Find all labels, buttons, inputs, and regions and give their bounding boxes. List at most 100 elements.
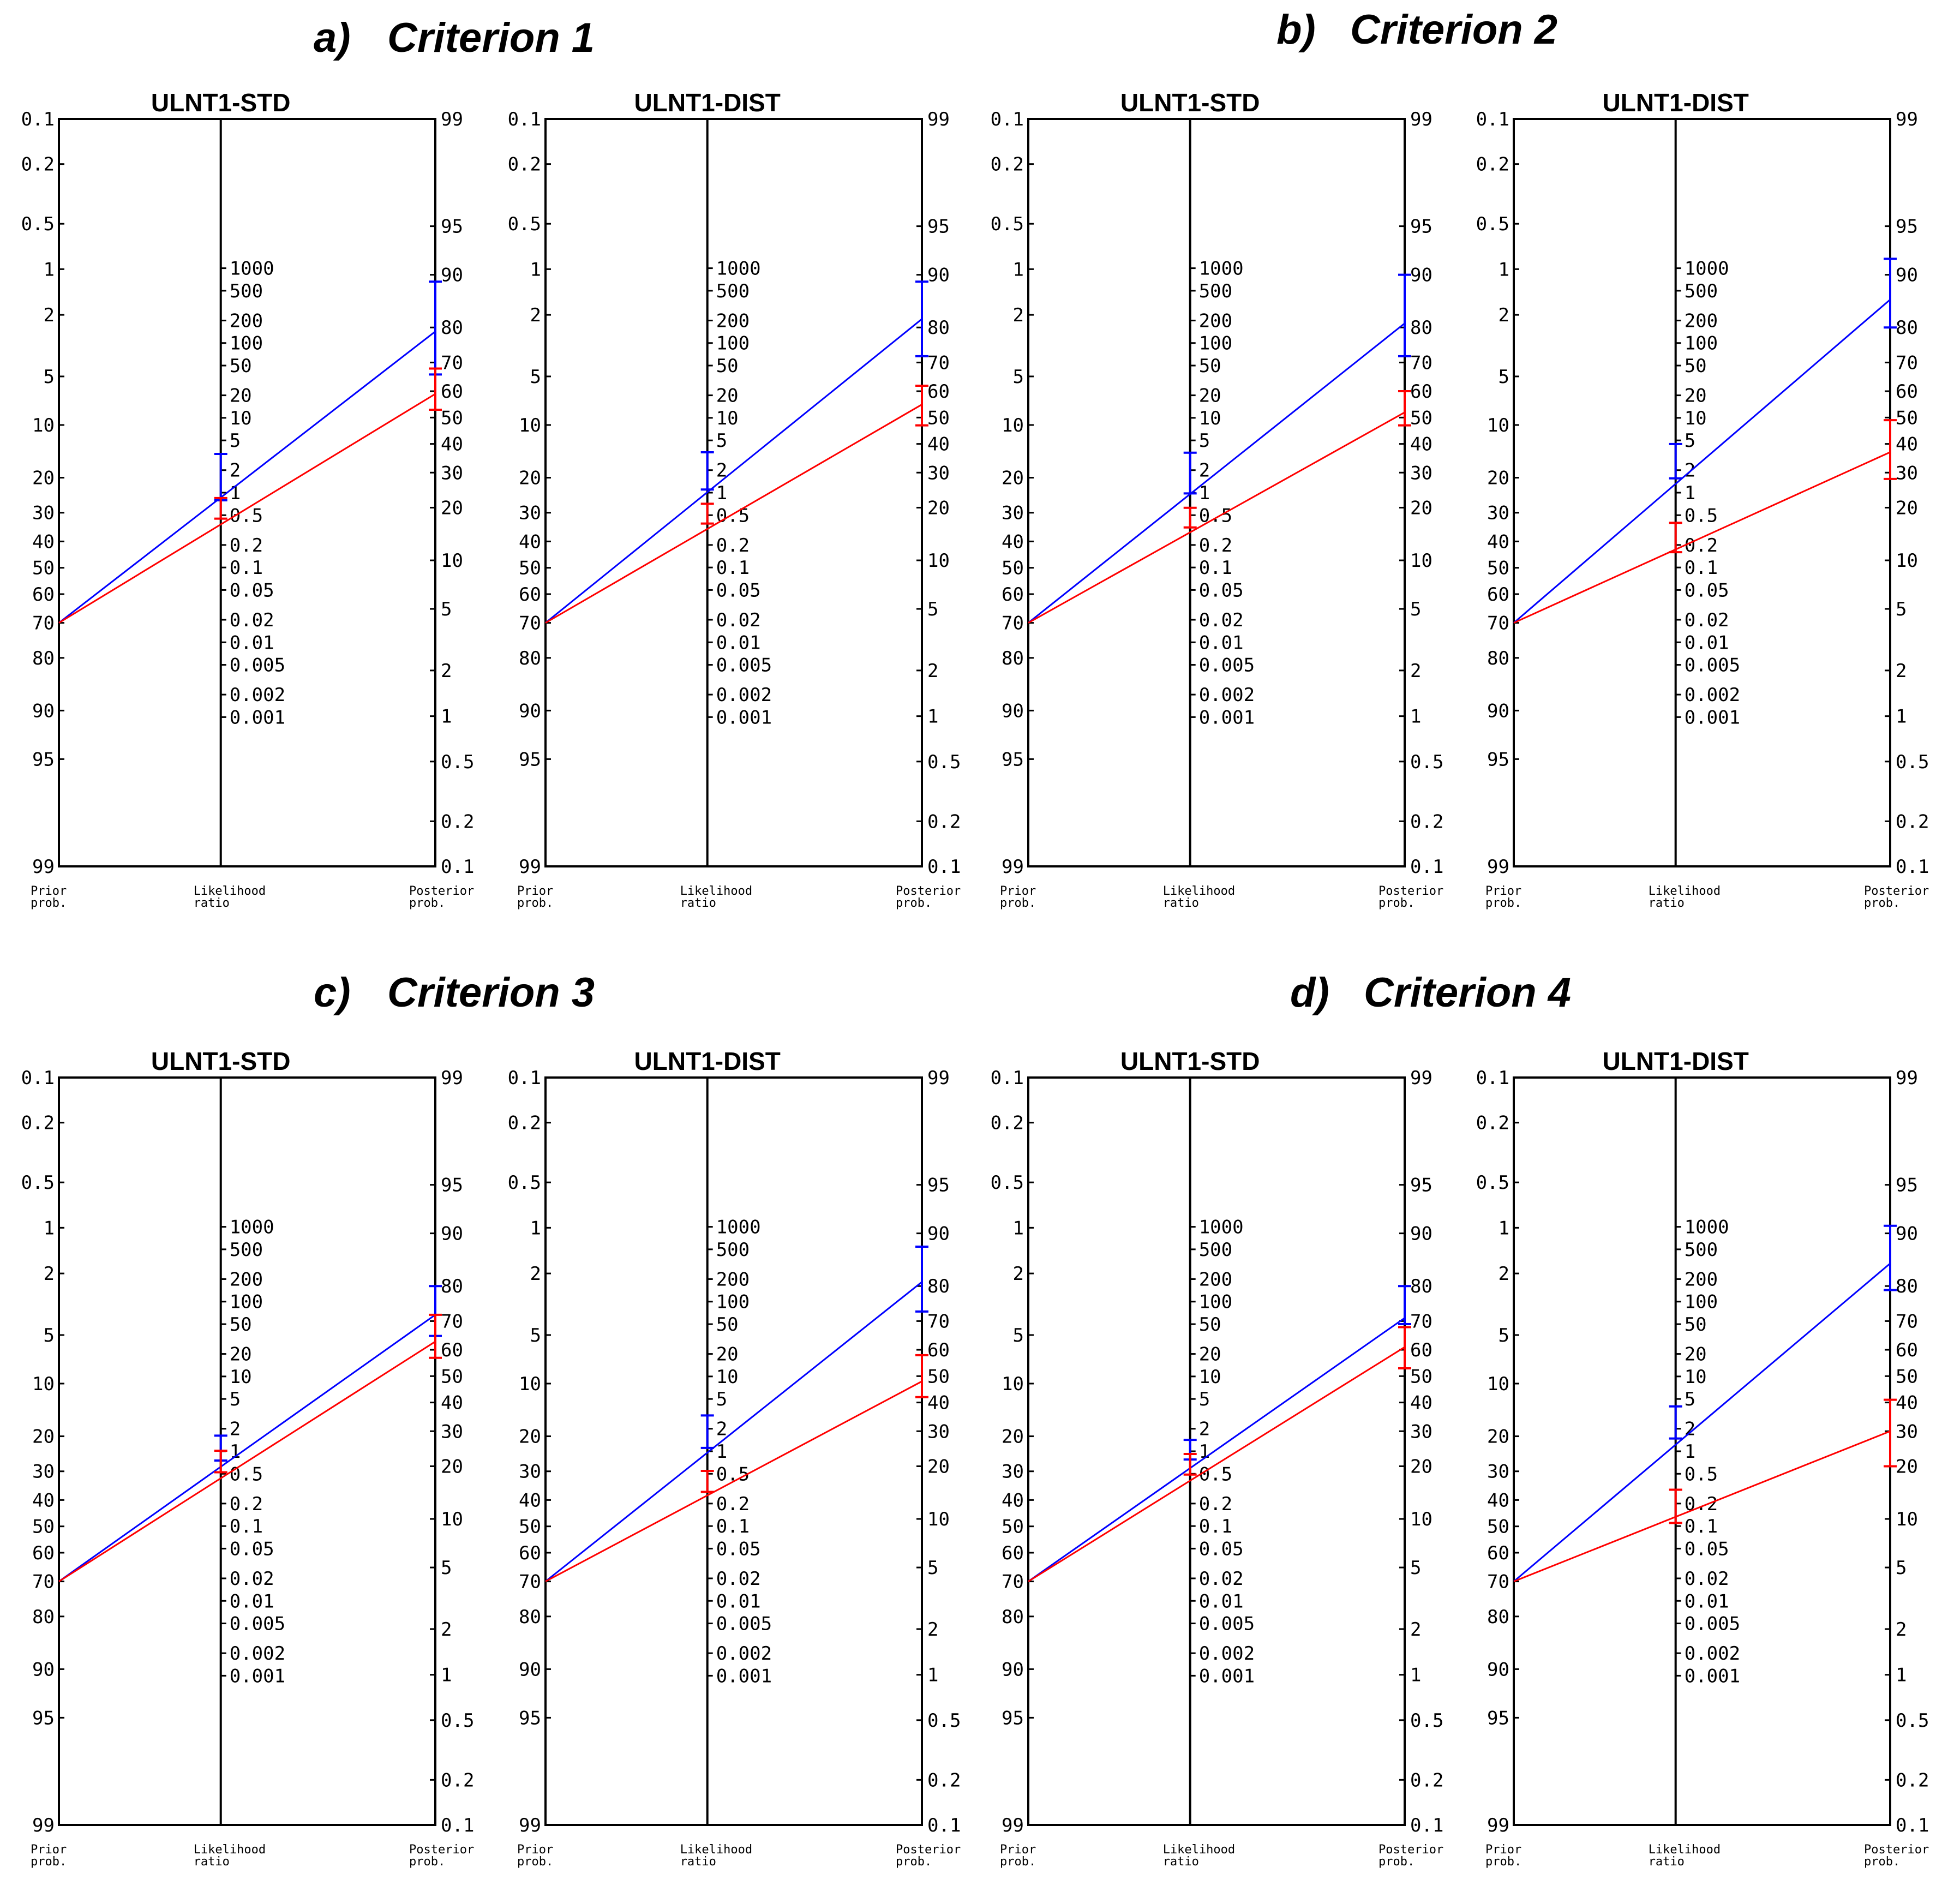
posterior-tick-label: 50 xyxy=(1896,407,1918,429)
prior-tick-label: 70 xyxy=(1002,1571,1024,1593)
prior-tick-label: 40 xyxy=(1487,1489,1509,1511)
prior-tick-label: 70 xyxy=(519,1571,541,1593)
panel-title: ULNT1-DIST xyxy=(1603,1047,1749,1075)
prior-tick-label: 10 xyxy=(1002,1373,1024,1395)
blue-series-line xyxy=(545,318,922,624)
prior-tick-label: 2 xyxy=(530,304,541,326)
lr-tick-label: 0.001 xyxy=(716,1665,772,1687)
posterior-tick-label: 40 xyxy=(927,1392,950,1414)
prior-tick-label: 10 xyxy=(32,415,55,436)
prior-tick-label: 0.2 xyxy=(991,154,1024,176)
prior-tick-label: 1 xyxy=(1499,259,1509,280)
prior-tick-label: 50 xyxy=(1487,558,1509,579)
posterior-tick-label: 2 xyxy=(927,1619,938,1641)
prior-tick-label: 80 xyxy=(519,648,541,669)
lr-tick-label: 5 xyxy=(716,1389,727,1410)
posterior-tick-label: 0.5 xyxy=(1896,1710,1929,1732)
prior-tick-label: 10 xyxy=(1487,415,1509,436)
lr-tick-label: 200 xyxy=(1199,1268,1232,1290)
nomogram-panel: ULNT1-STD0.10.20.51251020304050607080909… xyxy=(21,1047,475,1869)
prior-tick-label: 0.1 xyxy=(991,1067,1024,1089)
lr-tick-label: 200 xyxy=(1685,1268,1718,1290)
prior-tick-label: 2 xyxy=(1013,304,1024,326)
lr-tick-label: 0.005 xyxy=(716,655,772,677)
lr-tick-label: 200 xyxy=(230,310,263,332)
lr-tick-label: 1 xyxy=(1199,1441,1210,1463)
posterior-tick-label: 95 xyxy=(1410,216,1432,238)
prior-tick-label: 70 xyxy=(32,1571,55,1593)
blue-series-line xyxy=(1028,322,1405,624)
blue-posterior-ci xyxy=(1884,1224,1897,1291)
prior-tick-label: 2 xyxy=(530,1263,541,1285)
posterior-tick-label: 99 xyxy=(1896,109,1918,130)
posterior-tick-label: 30 xyxy=(1896,462,1918,484)
posterior-tick-label: 40 xyxy=(1896,1392,1918,1414)
panel-frame xyxy=(544,118,923,867)
lr-tick-label: 0.02 xyxy=(230,1568,274,1590)
posterior-tick-label: 90 xyxy=(1896,265,1918,286)
posterior-tick-label: 90 xyxy=(441,265,463,286)
panel-title: ULNT1-STD xyxy=(151,88,291,117)
red-posterior-ci xyxy=(429,367,442,411)
lr-axis-label: Likelihood xyxy=(680,884,752,898)
posterior-tick-label: 0.5 xyxy=(441,1710,474,1732)
posterior-axis-label: Posterior xyxy=(1378,884,1443,898)
posterior-tick-label: 20 xyxy=(1896,1456,1918,1477)
lr-axis-label: Likelihood xyxy=(1649,1843,1721,1857)
prior-tick-label: 99 xyxy=(1002,1815,1024,1836)
posterior-tick-label: 0.2 xyxy=(927,1769,961,1791)
lr-tick-label: 0.002 xyxy=(716,684,772,706)
lr-tick-label: 200 xyxy=(1199,310,1232,332)
lr-tick-label: 5 xyxy=(230,1389,241,1410)
lr-tick-label: 5 xyxy=(1685,1389,1695,1410)
prior-tick-label: 2 xyxy=(1499,1263,1509,1285)
lr-tick-label: 2 xyxy=(1199,460,1210,482)
lr-tick-label: 0.002 xyxy=(230,1643,285,1665)
prior-axis-label-2: prob. xyxy=(31,896,67,910)
lr-axis-label-2: ratio xyxy=(1649,896,1685,910)
posterior-axis-label-2: prob. xyxy=(896,1855,932,1869)
lr-tick-label: 100 xyxy=(716,333,750,355)
posterior-tick-label: 1 xyxy=(927,706,938,728)
prior-tick-label: 95 xyxy=(1487,749,1509,770)
lr-tick-label: 100 xyxy=(230,1291,263,1313)
posterior-tick-label: 50 xyxy=(927,1366,950,1387)
prior-tick-label: 0.1 xyxy=(508,1067,541,1089)
posterior-axis-label: Posterior xyxy=(1864,884,1929,898)
posterior-tick-label: 2 xyxy=(1896,1619,1907,1641)
prior-tick-label: 60 xyxy=(1487,584,1509,606)
posterior-tick-label: 0.1 xyxy=(1410,1815,1443,1836)
red-posterior-ci xyxy=(429,1313,442,1359)
red-lr-ci xyxy=(1669,1488,1682,1524)
lr-axis-label: Likelihood xyxy=(1163,1843,1235,1857)
posterior-tick-label: 40 xyxy=(1896,434,1918,456)
prior-tick-label: 0.5 xyxy=(508,1172,541,1194)
prior-tick-label: 90 xyxy=(519,1659,541,1680)
panel-frame xyxy=(544,1076,923,1826)
prior-axis-label: Prior xyxy=(1485,884,1521,898)
lr-tick-label: 0.001 xyxy=(1685,707,1740,728)
lr-tick-label: 200 xyxy=(230,1268,263,1290)
lr-tick-label: 0.001 xyxy=(230,1665,285,1687)
lr-tick-label: 0.1 xyxy=(716,1516,750,1537)
blue-series-line xyxy=(1513,1262,1891,1582)
posterior-axis-label-2: prob. xyxy=(896,896,932,910)
lr-tick-label: 10 xyxy=(230,1366,252,1388)
posterior-tick-label: 50 xyxy=(441,1366,463,1387)
prior-tick-label: 80 xyxy=(32,648,55,669)
prior-tick-label: 5 xyxy=(530,366,541,388)
posterior-axis-label: Posterior xyxy=(896,1843,961,1857)
posterior-tick-label: 60 xyxy=(441,381,463,403)
lr-tick-label: 200 xyxy=(716,1268,750,1290)
posterior-tick-label: 30 xyxy=(927,462,950,484)
lr-tick-label: 1000 xyxy=(1199,1217,1244,1238)
panel-title: ULNT1-DIST xyxy=(634,88,781,117)
lr-axis-label: Likelihood xyxy=(680,1843,752,1857)
lr-axis-label-2: ratio xyxy=(194,1855,230,1869)
prior-tick-label: 70 xyxy=(1002,613,1024,635)
prior-tick-label: 10 xyxy=(519,415,541,436)
posterior-tick-label: 30 xyxy=(1896,1421,1918,1443)
prior-tick-label: 5 xyxy=(1499,1325,1509,1347)
prior-tick-label: 90 xyxy=(1002,1659,1024,1680)
lr-tick-label: 2 xyxy=(1199,1419,1210,1440)
